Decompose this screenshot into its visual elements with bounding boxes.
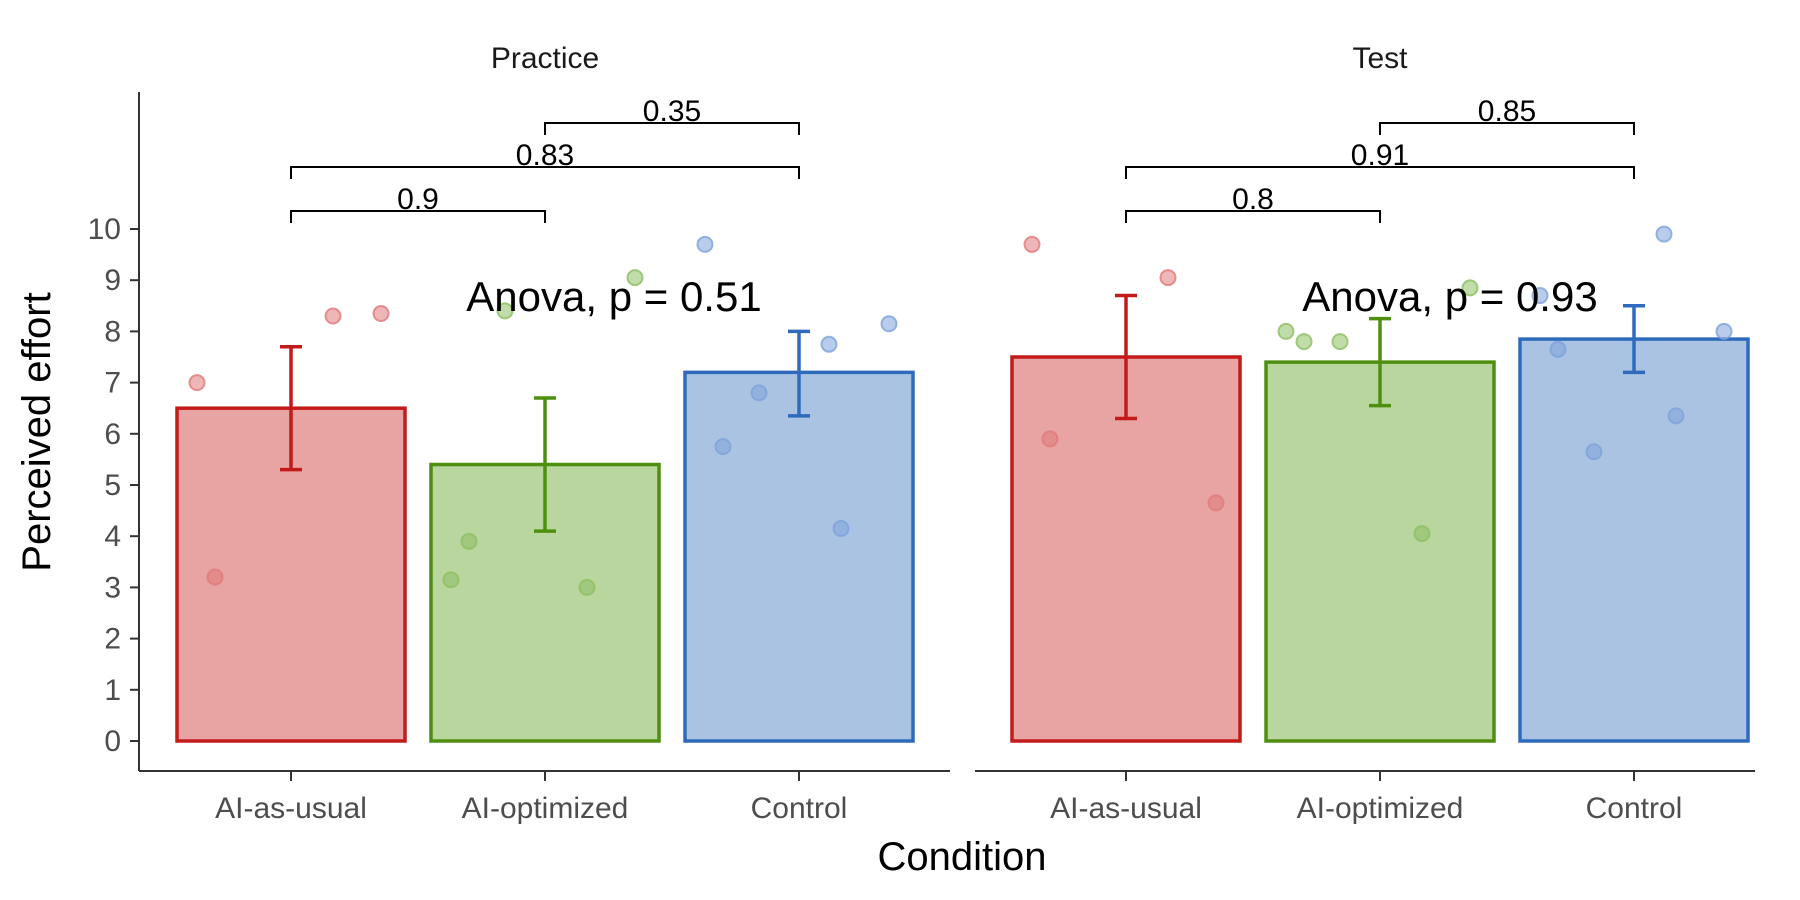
data-point (714, 438, 732, 456)
data-point (832, 520, 850, 538)
y-tick-label: 7 (104, 367, 121, 400)
data-point (1531, 287, 1549, 305)
data-point (188, 374, 206, 392)
data-point (750, 384, 768, 402)
bars-layer (175, 337, 1750, 743)
x-tick-label: AI-optimized (1297, 792, 1464, 825)
data-point (1159, 269, 1177, 287)
data-point (1295, 333, 1313, 351)
data-point (1585, 443, 1603, 461)
points-layer (188, 225, 1733, 596)
y-tick-label: 0 (104, 725, 121, 758)
comparison-bracket (1125, 210, 1381, 223)
comparison-bracket (290, 210, 546, 223)
comparison-p-value: 0.91 (1351, 139, 1409, 172)
data-point (460, 532, 478, 550)
comparison-p-value: 0.85 (1478, 95, 1536, 128)
data-point (1715, 322, 1733, 340)
bar (1264, 360, 1496, 743)
y-tick-label: 10 (88, 213, 121, 246)
bar (1518, 337, 1750, 743)
data-point (1667, 407, 1685, 425)
x-axis-title: Condition (877, 835, 1046, 879)
comparison-p-value: 0.35 (643, 95, 701, 128)
data-point (1461, 279, 1479, 297)
x-tick-label: AI-as-usual (1050, 792, 1202, 825)
x-tick-label: AI-as-usual (215, 792, 367, 825)
anova-annotation: Anova, p = 0.93 (1302, 273, 1597, 320)
y-tick-label: 1 (104, 674, 121, 707)
comparison-bracket (1125, 166, 1635, 179)
data-point (1041, 430, 1059, 448)
data-point (578, 578, 596, 596)
y-tick-label: 3 (104, 571, 121, 604)
y-axis-title: Perceived effort (15, 292, 59, 571)
data-point (880, 315, 898, 333)
y-tick-label: 5 (104, 469, 121, 502)
x-tick-label: Control (1586, 792, 1683, 825)
y-tick-label: 6 (104, 418, 121, 451)
y-tick-label: 4 (104, 520, 121, 553)
data-point (820, 335, 838, 353)
panel-title: Test (1352, 42, 1408, 75)
data-point (1655, 225, 1673, 243)
axes-layer: 0 1 2 3 4 5 6 7 8 9 10 AI-as-usual AI-optimized Contr… (88, 92, 1755, 825)
comparison-p-value: 0.9 (397, 183, 439, 216)
data-point (324, 307, 342, 325)
x-tick-label: AI-optimized (462, 792, 629, 825)
data-point (1549, 340, 1567, 358)
y-tick-label: 2 (104, 623, 121, 656)
x-tick-label: Control (751, 792, 848, 825)
comparison-bracket (290, 166, 800, 179)
data-point (442, 571, 460, 589)
data-point (626, 269, 644, 287)
data-point (1413, 525, 1431, 543)
error-bars-layer (280, 293, 1645, 533)
comparison-p-value: 0.8 (1232, 183, 1274, 216)
data-point (372, 304, 390, 322)
anova-annotation: Anova, p = 0.51 (466, 273, 761, 320)
data-point (1023, 235, 1041, 253)
data-point (206, 568, 224, 586)
labels-layer: Perceived effort Condition Practice Anova… (15, 42, 1598, 879)
comparison-bracket (544, 122, 800, 135)
data-point (1277, 322, 1295, 340)
data-point (696, 235, 714, 253)
comparison-bracket (1379, 122, 1635, 135)
data-point (496, 302, 514, 320)
data-point (1331, 333, 1349, 351)
bar (683, 370, 915, 743)
panel-title: Practice (491, 42, 599, 75)
y-tick-label: 9 (104, 264, 121, 297)
data-point (1207, 494, 1225, 512)
comparisons-layer: 0.35 0.83 0.9 0.85 0.91 0.8 (290, 95, 1635, 223)
y-tick-label: 8 (104, 315, 121, 348)
comparison-p-value: 0.83 (516, 139, 574, 172)
